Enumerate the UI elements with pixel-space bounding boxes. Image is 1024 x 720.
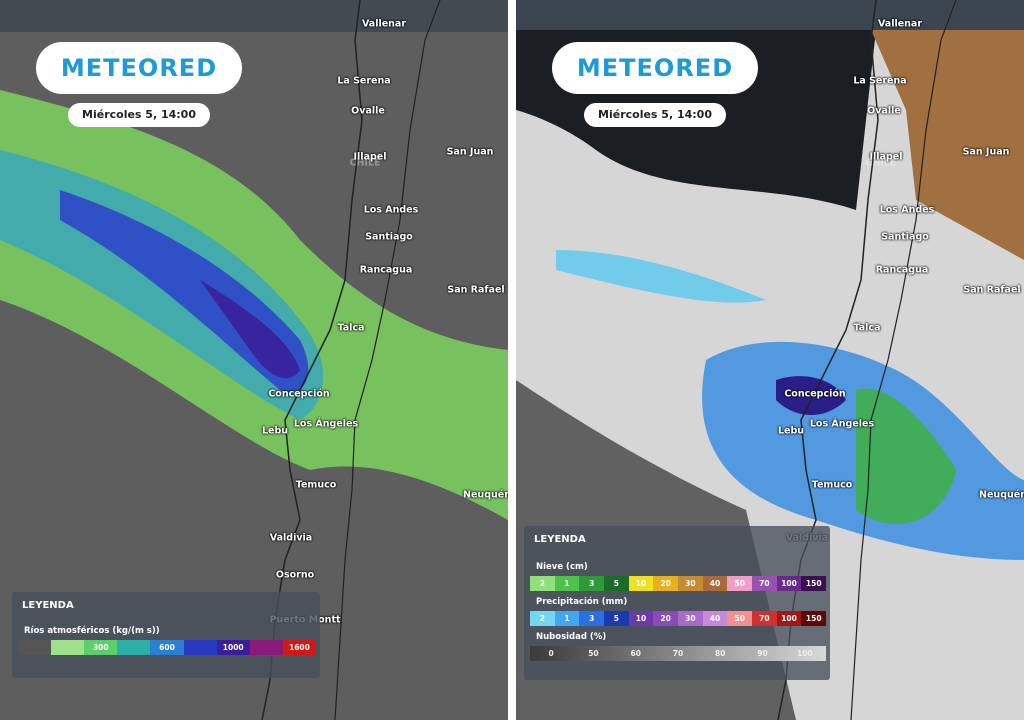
scale-cell bbox=[249, 640, 283, 655]
city-label: Temuco bbox=[811, 479, 853, 491]
color-scale: 300 600 1000 1600 bbox=[18, 640, 316, 655]
scale-name: Nieve (cm) bbox=[536, 562, 588, 572]
scale-cell: 30 bbox=[678, 576, 703, 591]
scale-cell: 50 bbox=[588, 649, 599, 658]
scale-cell: 90 bbox=[757, 649, 768, 658]
scale-cell: 100 bbox=[797, 649, 813, 658]
city-label: Chile bbox=[349, 157, 381, 169]
city-label: Vallenar bbox=[361, 18, 407, 30]
map-panel: METEORED Miércoles 5, 14:00 Vallenar La Ser… bbox=[0, 0, 508, 720]
color-scale: 0 50 60 70 80 90 100 bbox=[530, 646, 826, 661]
city-label: San Rafael bbox=[963, 284, 1021, 296]
city-label: San Rafael bbox=[447, 284, 505, 296]
city-label: La Serena bbox=[337, 75, 391, 87]
scale-cell: 1 bbox=[554, 611, 580, 626]
city-label: Lebu bbox=[777, 425, 805, 437]
scale-cell: 300 bbox=[84, 640, 118, 655]
scale-cell: 1 bbox=[554, 576, 580, 591]
scale-cell: 20 bbox=[653, 611, 679, 626]
legend: LEYENDA Ríos atmosféricos (kg/(m s)) 300 60… bbox=[12, 592, 320, 678]
scale-cell: 150 bbox=[801, 576, 827, 591]
date-label: Miércoles 5, 14:00 bbox=[584, 103, 726, 127]
city-label: Los Ángeles bbox=[809, 418, 875, 430]
scale-cell: 2 bbox=[530, 611, 555, 626]
scale-cell: 5 bbox=[604, 611, 629, 626]
scale-cell bbox=[18, 640, 52, 655]
map-panel: METEORED Miércoles 5, 14:00 Vallenar La Ser… bbox=[516, 0, 1024, 720]
logo: METEORED bbox=[552, 42, 758, 94]
city-label: Neuquén bbox=[463, 489, 508, 501]
scale-cell: 70 bbox=[752, 611, 777, 626]
city-label: Lebu bbox=[261, 425, 289, 437]
scale-cell: 3 bbox=[579, 576, 605, 591]
scale-cell: 40 bbox=[702, 576, 728, 591]
color-scale: 2 1 3 5 10 20 30 40 50 70 100 150 bbox=[530, 611, 827, 626]
city-label: Ovalle bbox=[867, 105, 901, 117]
city-label: Concepción bbox=[784, 388, 846, 400]
scale-name: Nubosidad (%) bbox=[536, 632, 607, 642]
scale-cell: 100 bbox=[776, 611, 802, 626]
scale-cell: 150 bbox=[801, 611, 827, 626]
city-label: Los Andes bbox=[879, 204, 935, 216]
city-label: Chile bbox=[865, 157, 897, 169]
scale-cell: 70 bbox=[752, 576, 777, 591]
city-label: Los Andes bbox=[363, 204, 419, 216]
scale-cell: 80 bbox=[715, 649, 726, 658]
logo: METEORED bbox=[36, 42, 242, 94]
city-label: Vallenar bbox=[877, 18, 923, 30]
scale-cell bbox=[51, 640, 85, 655]
scale-cell: 40 bbox=[702, 611, 728, 626]
scale-cell: 60 bbox=[630, 649, 641, 658]
city-label: La Serena bbox=[853, 75, 907, 87]
scale-cell: 0 bbox=[548, 649, 554, 658]
color-scale: 2 1 3 5 10 20 30 40 50 70 100 150 bbox=[530, 576, 827, 591]
city-label: Talca bbox=[853, 322, 881, 334]
city-label: Talca bbox=[337, 322, 365, 334]
scale-cell: 1600 bbox=[282, 640, 316, 655]
scale-cell: 2 bbox=[530, 576, 555, 591]
scale-cell: 3 bbox=[579, 611, 605, 626]
scale-cell: 50 bbox=[727, 611, 753, 626]
scale-cell: 30 bbox=[678, 611, 703, 626]
legend-title: LEYENDA bbox=[22, 600, 74, 611]
scale-cell: 20 bbox=[653, 576, 679, 591]
city-label: Concepción bbox=[268, 388, 330, 400]
scale-cell: 50 bbox=[727, 576, 753, 591]
scale-cell: 10 bbox=[628, 576, 654, 591]
city-label: Los Ángeles bbox=[293, 418, 359, 430]
scale-cell: 10 bbox=[628, 611, 654, 626]
city-label: Valdivia bbox=[269, 532, 313, 544]
city-label: Illapel bbox=[869, 151, 903, 163]
city-label: Rancagua bbox=[875, 264, 929, 276]
scale-name: Precipitación (mm) bbox=[536, 597, 628, 607]
city-label: San Juan bbox=[962, 146, 1010, 158]
legend: LEYENDA Nieve (cm) 2 1 3 5 10 20 30 40 50 70 100 150 P… bbox=[524, 526, 830, 680]
date-label: Miércoles 5, 14:00 bbox=[68, 103, 210, 127]
scale-cell bbox=[117, 640, 151, 655]
city-label: Ovalle bbox=[351, 105, 385, 117]
scale-name: Ríos atmosféricos (kg/(m s)) bbox=[24, 626, 160, 636]
city-label: Santiago bbox=[365, 231, 413, 243]
legend-title: LEYENDA bbox=[534, 534, 586, 545]
scale-cell: 600 bbox=[150, 640, 184, 655]
scale-cell bbox=[183, 640, 217, 655]
scale-cell: 1000 bbox=[216, 640, 250, 655]
city-label: Osorno bbox=[275, 569, 315, 581]
scale-cell: 100 bbox=[776, 576, 802, 591]
city-label: Neuquén bbox=[979, 489, 1024, 501]
city-label: Santiago bbox=[881, 231, 929, 243]
city-label: San Juan bbox=[446, 146, 494, 158]
city-label: Temuco bbox=[295, 479, 337, 491]
city-label: Rancagua bbox=[359, 264, 413, 276]
scale-cell: 70 bbox=[672, 649, 684, 658]
scale-cell: 5 bbox=[604, 576, 629, 591]
city-label: Illapel bbox=[353, 151, 387, 163]
